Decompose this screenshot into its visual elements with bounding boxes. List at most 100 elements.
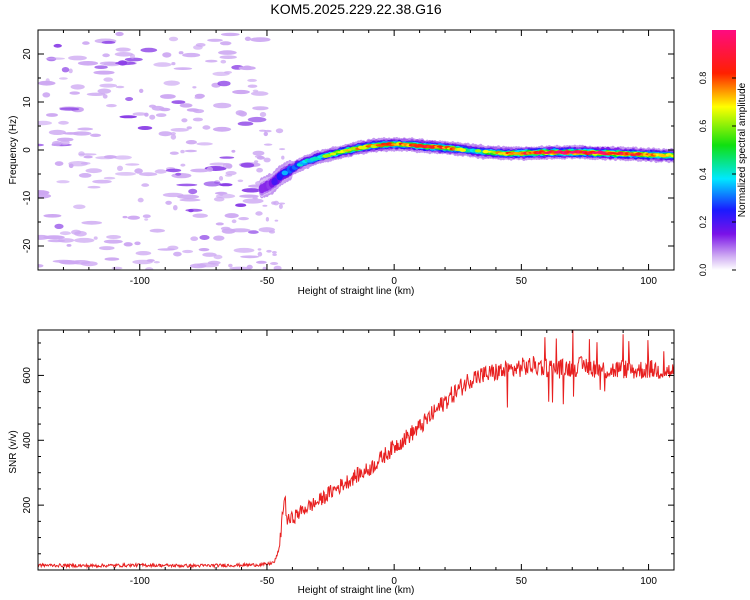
noise-speckle [190, 168, 210, 173]
noise-speckle [115, 172, 136, 176]
noise-speckle [206, 166, 213, 172]
noise-speckle [186, 126, 192, 130]
noise-speckle [184, 149, 197, 153]
noise-speckle [113, 155, 132, 160]
noise-speckle [173, 67, 193, 70]
noise-speckle [270, 262, 279, 265]
noise-speckle [38, 264, 44, 268]
noise-speckle [212, 126, 232, 132]
noise-speckle [51, 140, 62, 147]
noise-speckle [95, 156, 115, 160]
noise-speckle [217, 80, 231, 87]
noise-speckle [127, 215, 140, 220]
noise-speckle [179, 103, 193, 108]
noise-speckle [274, 219, 279, 222]
noise-speckle [196, 142, 213, 146]
noise-speckle [254, 160, 259, 164]
noise-speckle [224, 213, 239, 219]
noise-speckle [169, 151, 179, 155]
noise-speckle [171, 173, 192, 179]
noise-speckle [115, 47, 131, 52]
noise-speckle [48, 129, 66, 135]
noise-speckle [149, 114, 156, 120]
colorbar-label: Normalized spectral amplitude [737, 82, 748, 217]
noise-speckle [262, 266, 267, 270]
noise-speckle [192, 117, 203, 122]
y-tick-label: 10 [22, 96, 33, 108]
ridge-cell [474, 149, 482, 153]
y-tick-label: -10 [22, 190, 33, 205]
noise-speckle [94, 65, 108, 69]
noise-speckle [220, 59, 227, 64]
ridge-cell [329, 152, 337, 156]
noise-speckle [189, 263, 207, 269]
noise-speckle [171, 100, 186, 104]
noise-speckle [240, 255, 260, 259]
noise-speckle [205, 59, 218, 63]
noise-speckle [180, 149, 185, 154]
colorbar-ticks: 0.0 0.2 0.4 0.6 0.8 [698, 72, 736, 276]
noise-speckle [238, 111, 247, 117]
noise-speckle [124, 57, 143, 62]
ridge-cell [271, 177, 278, 186]
noise-speckle [219, 183, 233, 187]
snr-ylabel: SNR (v/v) [8, 430, 19, 473]
noise-speckle [153, 62, 172, 67]
noise-speckle [56, 137, 74, 142]
colorbar-tick-label: 0.2 [698, 216, 708, 229]
noise-speckle [171, 62, 176, 66]
noise-speckle [85, 168, 103, 174]
noise-speckle [92, 179, 112, 184]
noise-speckle [104, 257, 120, 261]
noise-speckle [275, 128, 284, 134]
noise-speckle [218, 50, 237, 55]
noise-speckle [103, 239, 123, 244]
noise-speckle [103, 176, 116, 180]
noise-speckle [213, 254, 223, 260]
noise-speckle [237, 121, 254, 126]
noise-speckle [160, 94, 176, 99]
noise-speckle [81, 220, 103, 225]
noise-speckle [163, 80, 180, 86]
snr-axes: -100 -50 0 50 100 200 400 600 [22, 330, 675, 587]
noise-speckle [188, 209, 194, 213]
noise-speckle [278, 202, 286, 205]
noise-speckle [54, 161, 64, 167]
noise-speckle [194, 93, 205, 99]
noise-speckle [87, 185, 101, 189]
noise-speckle [39, 80, 54, 84]
snr-frame [37, 329, 675, 571]
noise-speckle [233, 247, 255, 253]
noise-speckle [58, 120, 69, 125]
noise-speckle [162, 192, 184, 198]
noise-speckle [54, 223, 64, 229]
noise-speckle [212, 71, 230, 76]
noise-speckle [173, 251, 182, 257]
noise-speckle [99, 246, 115, 251]
noise-speckle [222, 162, 231, 169]
noise-speckle [170, 127, 189, 132]
noise-speckle [38, 193, 52, 199]
noise-speckle [180, 163, 186, 167]
noise-speckle [106, 104, 117, 108]
noise-speckle [256, 167, 263, 173]
y-tick-label: 0 [22, 147, 33, 153]
colorbar-gradient [712, 30, 736, 270]
noise-speckle [114, 52, 134, 57]
noise-speckle [241, 188, 261, 193]
colorbar-tick-label: 0.6 [698, 120, 708, 133]
noise-speckle [173, 205, 178, 211]
noise-speckle [101, 40, 116, 44]
noise-speckle [134, 241, 141, 246]
noise-speckle [141, 183, 150, 187]
noise-speckle [140, 47, 158, 53]
noise-speckle [103, 77, 113, 82]
x-tick-label: 50 [516, 576, 528, 587]
ridge-cell [459, 148, 466, 152]
noise-speckle [80, 162, 91, 165]
noise-speckle [237, 179, 244, 183]
chart-title: KOM5.2025.229.22.38.G16 [270, 1, 441, 17]
noise-speckle [252, 150, 265, 156]
